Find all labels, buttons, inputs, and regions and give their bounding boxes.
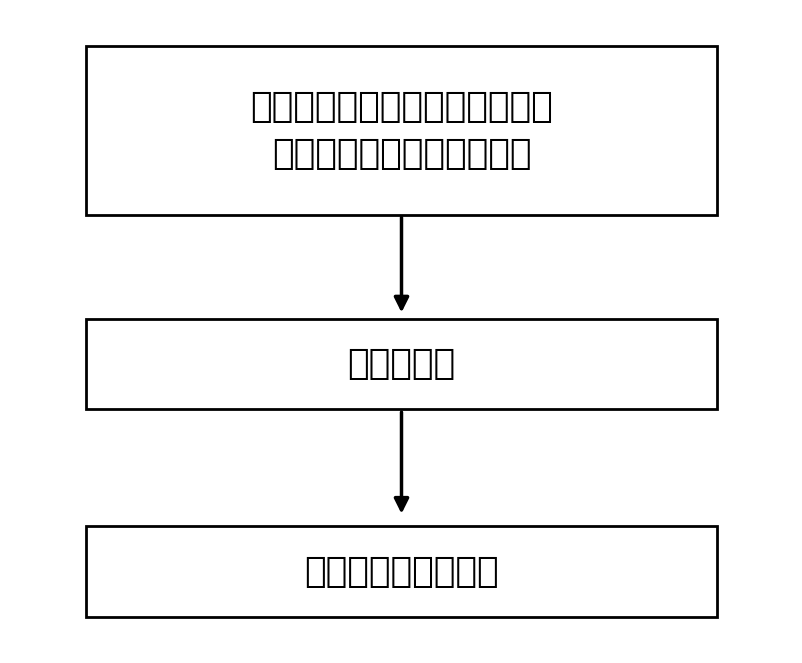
FancyBboxPatch shape [86,526,716,617]
Text: 进行双插值: 进行双插值 [347,347,455,381]
Text: 使用前两次迭代进程结果的特定
线性组合作为迭代收缩算子: 使用前两次迭代进程结果的特定 线性组合作为迭代收缩算子 [249,90,553,171]
FancyBboxPatch shape [86,46,716,215]
FancyBboxPatch shape [86,318,716,409]
Text: 恢复完整的地震数据: 恢复完整的地震数据 [304,555,498,589]
